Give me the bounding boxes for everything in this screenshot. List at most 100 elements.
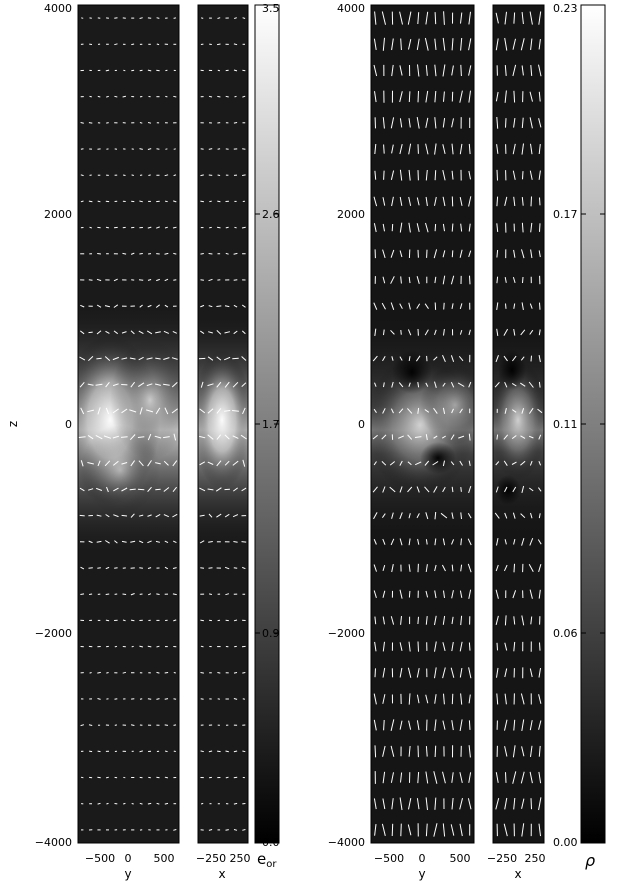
velocity-arrow xyxy=(495,486,499,493)
velocity-arrow xyxy=(521,746,525,757)
velocity-arrow xyxy=(424,329,429,336)
velocity-arrow xyxy=(173,174,177,177)
rho-colorbar-label: ρ xyxy=(585,851,595,870)
velocity-arrow xyxy=(496,144,499,154)
velocity-arrow xyxy=(416,38,420,50)
velocity-arrow xyxy=(416,303,421,309)
velocity-arrow xyxy=(147,69,152,72)
velocity-arrow xyxy=(390,408,394,414)
velocity-arrow xyxy=(442,223,445,232)
velocity-arrow xyxy=(537,539,542,545)
velocity-arrow xyxy=(233,69,238,72)
velocity-arrow xyxy=(148,174,151,176)
velocity-arrow xyxy=(417,641,419,652)
velocity-arrow xyxy=(460,487,462,492)
velocity-arrow xyxy=(138,330,144,335)
velocity-arrow xyxy=(538,64,542,77)
velocity-arrow xyxy=(225,95,229,98)
velocity-arrow xyxy=(200,304,205,308)
velocity-arrow xyxy=(398,408,404,414)
velocity-arrow xyxy=(520,513,526,519)
velocity-arrow xyxy=(121,408,128,414)
velocity-arrow xyxy=(155,513,161,518)
velocity-arrow xyxy=(521,615,525,626)
velocity-arrow xyxy=(95,434,103,440)
velocity-arrow xyxy=(241,541,247,543)
velocity-arrow xyxy=(130,460,136,467)
velocity-arrow xyxy=(87,462,94,465)
velocity-arrow xyxy=(538,823,541,837)
velocity-arrow xyxy=(233,750,238,753)
velocity-arrow xyxy=(495,12,499,24)
velocity-arrow xyxy=(415,355,421,362)
velocity-arrow xyxy=(505,772,507,783)
velocity-arrow xyxy=(137,436,145,438)
velocity-arrow xyxy=(417,616,419,625)
velocity-arrow xyxy=(442,382,446,387)
eor-x-axis-label: x xyxy=(218,867,225,881)
velocity-arrow xyxy=(112,383,119,387)
velocity-arrow xyxy=(209,226,212,229)
velocity-arrow xyxy=(513,118,516,128)
velocity-arrow xyxy=(529,303,533,309)
velocity-arrow xyxy=(241,382,247,387)
velocity-arrow xyxy=(441,435,446,439)
velocity-arrow xyxy=(414,461,422,466)
velocity-arrow xyxy=(164,252,169,255)
velocity-arrow xyxy=(504,407,507,414)
velocity-arrow xyxy=(442,169,446,181)
velocity-arrow xyxy=(164,802,169,805)
velocity-arrow xyxy=(459,641,463,652)
velocity-arrow xyxy=(241,304,246,308)
velocity-arrow xyxy=(147,148,152,150)
velocity-arrow xyxy=(529,460,533,466)
velocity-arrow xyxy=(200,17,204,19)
velocity-arrow xyxy=(156,802,160,805)
eor-yz-frame xyxy=(77,4,180,844)
velocity-arrow xyxy=(513,641,516,652)
velocity-arrow xyxy=(443,91,445,102)
velocity-arrow xyxy=(504,615,507,626)
velocity-arrow xyxy=(208,567,213,569)
velocity-arrow xyxy=(407,486,413,493)
velocity-arrow xyxy=(434,196,437,206)
velocity-arrow xyxy=(112,460,119,466)
velocity-arrow xyxy=(495,615,499,626)
velocity-arrow xyxy=(147,279,152,281)
velocity-arrow xyxy=(123,776,126,779)
velocity-arrow xyxy=(381,513,386,518)
velocity-arrow xyxy=(232,410,239,412)
velocity-arrow xyxy=(467,563,472,573)
velocity-arrow xyxy=(173,95,177,98)
velocity-arrow xyxy=(208,593,213,595)
velocity-arrow xyxy=(130,724,135,726)
velocity-arrow xyxy=(408,38,412,50)
velocity-arrow xyxy=(87,383,94,386)
velocity-arrow xyxy=(391,356,394,361)
velocity-arrow xyxy=(97,460,101,467)
velocity-arrow xyxy=(122,619,126,622)
velocity-arrow xyxy=(530,512,533,519)
velocity-arrow xyxy=(121,487,128,492)
velocity-arrow xyxy=(89,593,93,595)
velocity-arrow xyxy=(538,355,541,363)
velocity-arrow xyxy=(407,434,413,440)
velocity-arrow xyxy=(496,642,498,651)
velocity-arrow xyxy=(538,91,541,102)
eor-xz-velocity-arrows xyxy=(198,17,247,831)
velocity-arrow xyxy=(233,330,238,335)
velocity-arrow xyxy=(512,745,516,758)
velocity-arrow xyxy=(80,593,85,595)
velocity-arrow xyxy=(407,329,412,336)
velocity-arrow xyxy=(417,407,420,414)
velocity-arrow xyxy=(89,672,92,674)
velocity-arrow xyxy=(233,802,238,805)
velocity-arrow xyxy=(459,249,463,258)
velocity-arrow xyxy=(147,645,152,648)
eor-x-axis: −250 250 x xyxy=(196,852,251,881)
velocity-arrow xyxy=(434,38,437,50)
velocity-arrow xyxy=(381,11,386,25)
velocity-arrow xyxy=(97,750,101,753)
velocity-arrow xyxy=(390,170,395,181)
velocity-arrow xyxy=(433,823,438,837)
